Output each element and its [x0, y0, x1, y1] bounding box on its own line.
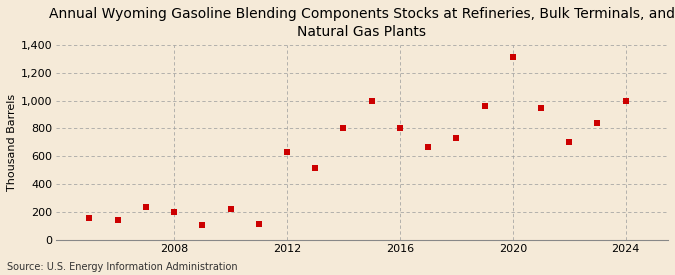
Point — [451, 136, 462, 141]
Point — [423, 145, 433, 150]
Point — [536, 106, 547, 110]
Point — [197, 223, 208, 228]
Point — [564, 139, 574, 144]
Point — [394, 126, 405, 131]
Point — [140, 205, 151, 210]
Text: Source: U.S. Energy Information Administration: Source: U.S. Energy Information Administ… — [7, 262, 238, 272]
Point — [367, 99, 377, 103]
Title: Annual Wyoming Gasoline Blending Components Stocks at Refineries, Bulk Terminals: Annual Wyoming Gasoline Blending Compone… — [49, 7, 675, 39]
Point — [310, 165, 321, 170]
Point — [479, 104, 490, 108]
Point — [620, 99, 631, 103]
Point — [84, 216, 95, 221]
Point — [112, 218, 123, 222]
Point — [592, 121, 603, 125]
Y-axis label: Thousand Barrels: Thousand Barrels — [7, 94, 17, 191]
Point — [508, 55, 518, 59]
Point — [281, 150, 292, 154]
Point — [169, 210, 180, 214]
Point — [253, 222, 264, 226]
Point — [338, 126, 349, 131]
Point — [225, 207, 236, 212]
